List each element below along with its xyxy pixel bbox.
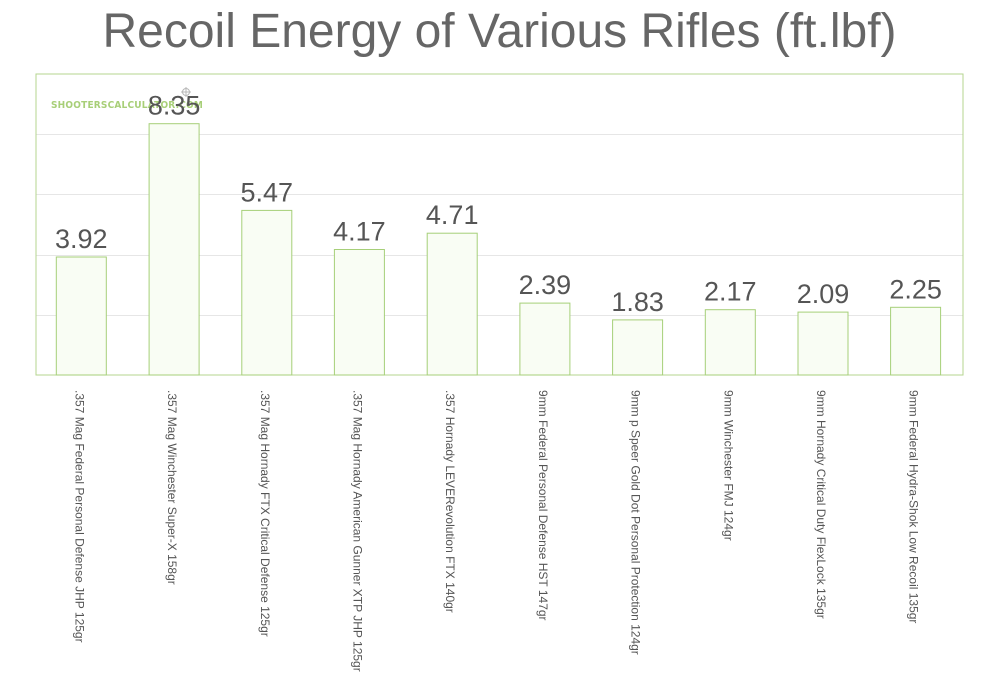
value-label: 5.47	[241, 177, 294, 207]
x-axis-labels: .357 Mag Federal Personal Defense JHP 12…	[72, 390, 920, 672]
x-tick-label: 9mm Federal Hydra-Shok Low Recoil 135gr	[907, 390, 921, 623]
value-label: 8.35	[148, 91, 201, 121]
watermark-text: SHOOTERSCALCULATOR.COM	[51, 100, 203, 111]
value-label: 1.83	[611, 287, 664, 317]
bar	[797, 311, 849, 376]
x-tick-label: 9mm Winchester FMJ 124gr	[721, 390, 735, 541]
bar	[704, 309, 756, 376]
value-label: 2.39	[519, 270, 572, 300]
bar	[890, 306, 942, 376]
bar	[148, 123, 200, 376]
plot-frame	[35, 73, 964, 376]
value-label: 2.09	[797, 279, 850, 309]
bar	[519, 302, 571, 376]
bar	[426, 232, 478, 376]
crosshair-icon	[181, 87, 191, 97]
chart-title: Recoil Energy of Various Rifles (ft.lbf)	[102, 5, 897, 58]
value-label: 4.71	[426, 200, 479, 230]
bar	[241, 209, 293, 376]
x-tick-label: 9mm Hornady Critical Duty FlexLock 135gr	[814, 390, 828, 619]
x-tick-label: .357 Hornady LEVERevolution FTX 140gr	[443, 390, 457, 613]
x-tick-label: 9mm Federal Personal Defense HST 147gr	[536, 390, 550, 621]
bar	[55, 256, 107, 376]
value-labels: 3.92 8.35 5.47 4.17 4.71 2.39 1.83 2.17 2.09 2.25	[55, 91, 942, 317]
value-label: 3.92	[55, 224, 108, 254]
bar	[333, 249, 385, 376]
x-tick-label: .357 Mag Federal Personal Defense JHP 12…	[72, 390, 86, 643]
x-tick-label: 9mm p Speer Gold Dot Personal Protection…	[629, 390, 643, 655]
x-tick-label: .357 Mag Hornady American Gunner XTP JHP…	[350, 390, 364, 672]
x-tick-label: .357 Mag Winchester Super-X 158gr	[165, 390, 179, 585]
value-label: 2.25	[889, 274, 942, 304]
value-label: 4.17	[333, 217, 386, 247]
bar	[612, 319, 664, 376]
bars	[55, 123, 942, 376]
x-tick-label: .357 Mag Hornady FTX Critical Defense 12…	[258, 390, 272, 637]
value-label: 2.17	[704, 277, 757, 307]
